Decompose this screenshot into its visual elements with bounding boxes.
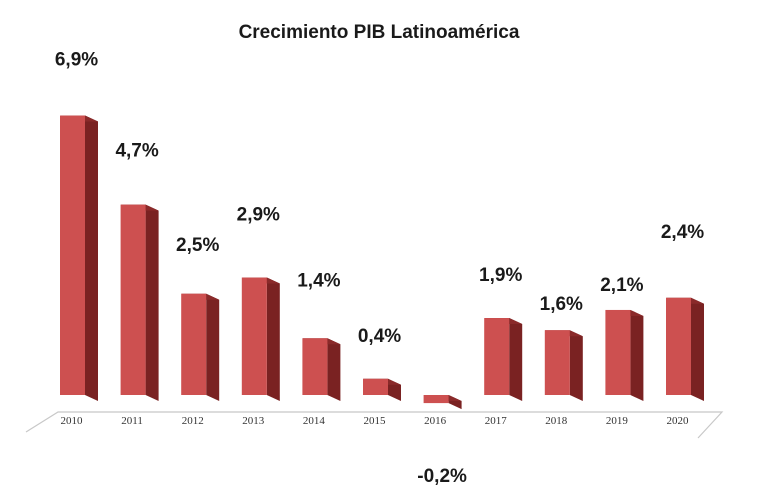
bar-front bbox=[484, 318, 510, 395]
bar-front bbox=[120, 204, 146, 395]
data-label-2016: -0,2% bbox=[417, 466, 467, 487]
bar-front bbox=[302, 338, 328, 395]
bar-2017 bbox=[484, 318, 523, 401]
data-label-2012: 2,5% bbox=[176, 235, 219, 256]
bar-2013 bbox=[241, 277, 280, 401]
x-tick-2016: 2016 bbox=[424, 415, 447, 427]
x-tick-2018: 2018 bbox=[545, 415, 568, 427]
bars bbox=[60, 115, 704, 410]
bar-front bbox=[241, 277, 267, 395]
chart-title: Crecimiento PIB Latinoamérica bbox=[239, 22, 520, 43]
bar-side bbox=[569, 330, 583, 401]
chart-floor bbox=[25, 411, 724, 439]
bar-side bbox=[509, 318, 523, 401]
bar-front bbox=[60, 115, 85, 396]
bar-2012 bbox=[181, 293, 220, 401]
data-label-2010: 6,9% bbox=[55, 50, 98, 71]
x-tick-2017: 2017 bbox=[485, 415, 508, 427]
bar-front bbox=[181, 293, 207, 395]
bar-side bbox=[327, 338, 341, 401]
bar-2015 bbox=[363, 378, 401, 401]
x-tick-2010: 2010 bbox=[61, 415, 84, 427]
bar-side bbox=[266, 277, 280, 401]
data-label-2017: 1,9% bbox=[479, 265, 522, 286]
bar-2016 bbox=[423, 395, 462, 410]
x-tick-2020: 2020 bbox=[667, 415, 690, 427]
bar-side bbox=[630, 309, 644, 401]
bar-side bbox=[206, 293, 220, 401]
bar-front bbox=[666, 297, 691, 395]
floor-outline bbox=[25, 411, 724, 439]
bar-front bbox=[544, 330, 570, 395]
bar-front bbox=[363, 378, 388, 395]
x-tick-2014: 2014 bbox=[303, 415, 326, 427]
bar-2020 bbox=[666, 297, 704, 401]
x-axis-ticks: 2010 2011 2012 2013 2014 2015 2016 2017 2018 2019… bbox=[61, 415, 690, 427]
x-tick-2012: 2012 bbox=[182, 415, 204, 427]
data-labels: 6,9% 4,7% 2,5% 2,9% 1,4% 0,4% -0,2% 1,9% 1,6% 2,1… bbox=[55, 50, 704, 487]
bar-side bbox=[145, 204, 159, 401]
bar-front bbox=[605, 309, 631, 395]
data-label-2019: 2,1% bbox=[600, 275, 643, 296]
bar-2019 bbox=[605, 309, 644, 401]
x-tick-2019: 2019 bbox=[606, 415, 629, 427]
data-label-2015: 0,4% bbox=[358, 326, 401, 347]
bar-front bbox=[423, 395, 449, 404]
data-label-2014: 1,4% bbox=[297, 270, 340, 291]
bar-2010 bbox=[60, 115, 98, 402]
x-tick-2013: 2013 bbox=[242, 415, 265, 427]
bar-2018 bbox=[544, 330, 583, 401]
x-tick-2011: 2011 bbox=[121, 415, 143, 427]
data-label-2018: 1,6% bbox=[540, 294, 583, 315]
bar-2011 bbox=[120, 204, 159, 401]
data-label-2020: 2,4% bbox=[661, 222, 704, 243]
bar-side bbox=[85, 115, 98, 402]
x-tick-2015: 2015 bbox=[364, 415, 387, 427]
bar-side bbox=[691, 297, 704, 401]
bar-2014 bbox=[302, 338, 341, 401]
data-label-2011: 4,7% bbox=[115, 141, 158, 162]
data-label-2013: 2,9% bbox=[237, 205, 280, 226]
